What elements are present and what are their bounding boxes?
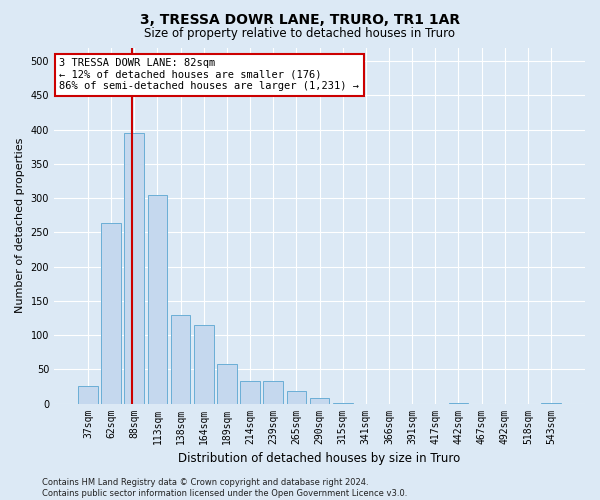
Bar xyxy=(148,194,167,404)
Bar xyxy=(310,398,329,404)
Bar xyxy=(333,403,353,404)
Text: Size of property relative to detached houses in Truro: Size of property relative to detached ho… xyxy=(145,28,455,40)
Bar xyxy=(287,391,306,404)
Bar xyxy=(194,325,214,404)
Bar xyxy=(124,133,144,404)
Bar xyxy=(449,403,468,404)
Bar xyxy=(101,224,121,404)
Bar xyxy=(240,381,260,404)
Bar xyxy=(263,381,283,404)
Text: 3, TRESSA DOWR LANE, TRURO, TR1 1AR: 3, TRESSA DOWR LANE, TRURO, TR1 1AR xyxy=(140,12,460,26)
Bar xyxy=(78,386,98,404)
Text: 3 TRESSA DOWR LANE: 82sqm
← 12% of detached houses are smaller (176)
86% of semi: 3 TRESSA DOWR LANE: 82sqm ← 12% of detac… xyxy=(59,58,359,92)
Bar xyxy=(171,314,190,404)
Y-axis label: Number of detached properties: Number of detached properties xyxy=(15,138,25,313)
Text: Contains HM Land Registry data © Crown copyright and database right 2024.
Contai: Contains HM Land Registry data © Crown c… xyxy=(42,478,407,498)
Bar xyxy=(541,403,561,404)
X-axis label: Distribution of detached houses by size in Truro: Distribution of detached houses by size … xyxy=(178,452,461,465)
Bar xyxy=(217,364,237,404)
